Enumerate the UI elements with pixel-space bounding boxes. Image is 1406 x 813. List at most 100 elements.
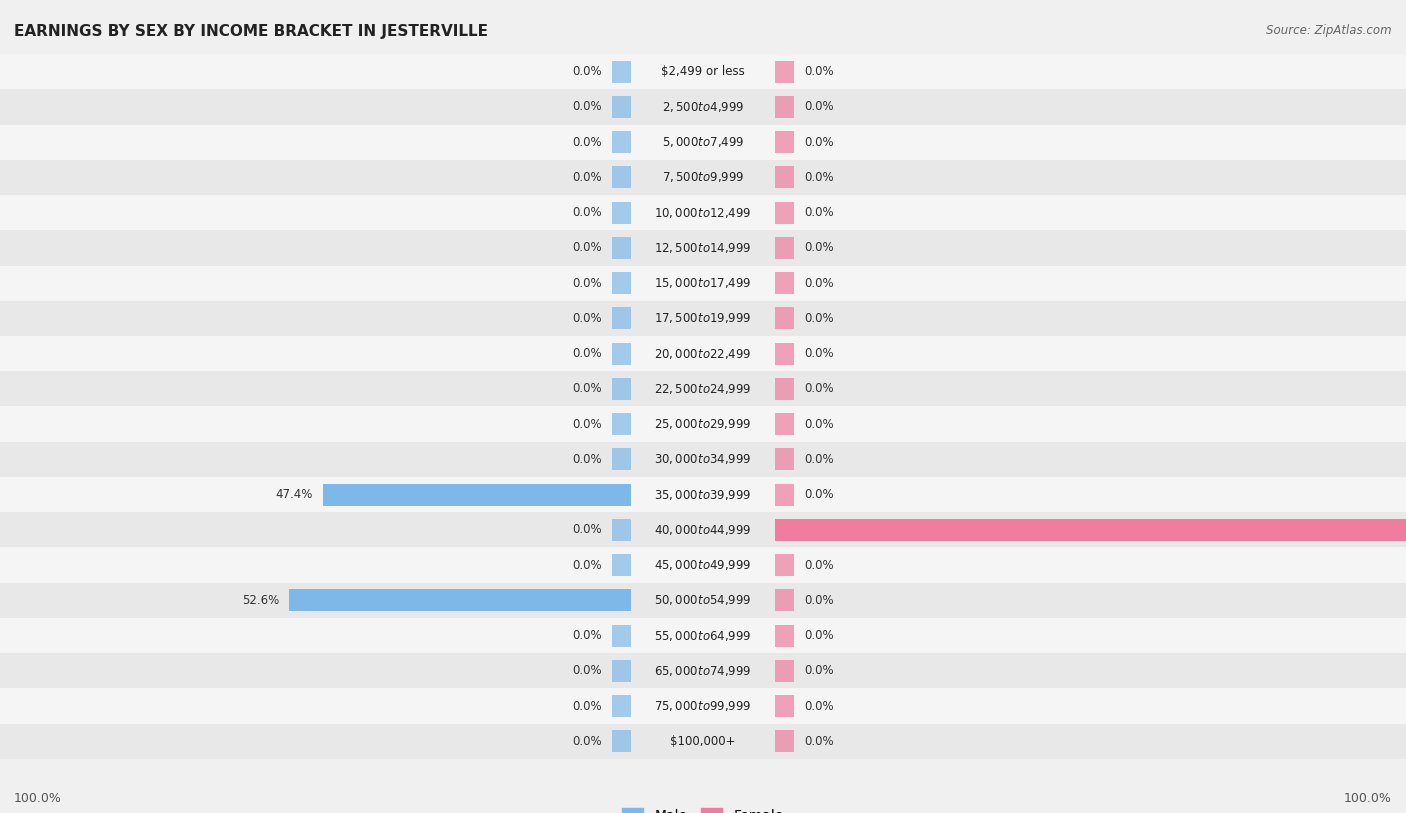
- Text: 100.0%: 100.0%: [1344, 792, 1392, 805]
- Text: $22,500 to $24,999: $22,500 to $24,999: [654, 382, 752, 396]
- Bar: [612, 61, 631, 83]
- Bar: [775, 378, 794, 400]
- Text: 0.0%: 0.0%: [804, 453, 834, 466]
- Bar: [0, 336, 1406, 372]
- Text: 0.0%: 0.0%: [804, 735, 834, 748]
- Text: $5,000 to $7,499: $5,000 to $7,499: [662, 135, 744, 149]
- Text: 0.0%: 0.0%: [804, 101, 834, 114]
- Text: 0.0%: 0.0%: [804, 418, 834, 431]
- Bar: [0, 547, 1406, 583]
- Bar: [775, 131, 794, 153]
- Bar: [0, 54, 1406, 89]
- Text: $12,500 to $14,999: $12,500 to $14,999: [654, 241, 752, 255]
- Text: 47.4%: 47.4%: [276, 488, 314, 501]
- Bar: [612, 695, 631, 717]
- Bar: [775, 237, 794, 259]
- Bar: [612, 131, 631, 153]
- Bar: [612, 730, 631, 752]
- Text: 0.0%: 0.0%: [572, 524, 602, 537]
- Text: $2,499 or less: $2,499 or less: [661, 65, 745, 78]
- Bar: [612, 449, 631, 470]
- Bar: [0, 406, 1406, 441]
- Bar: [0, 266, 1406, 301]
- Bar: [775, 589, 794, 611]
- Text: 0.0%: 0.0%: [572, 276, 602, 289]
- Text: 0.0%: 0.0%: [572, 312, 602, 325]
- Bar: [775, 167, 794, 189]
- Text: $100,000+: $100,000+: [671, 735, 735, 748]
- Bar: [612, 554, 631, 576]
- Text: 0.0%: 0.0%: [804, 241, 834, 254]
- Bar: [0, 441, 1406, 477]
- Bar: [0, 512, 1406, 547]
- Text: 0.0%: 0.0%: [572, 347, 602, 360]
- Text: $15,000 to $17,499: $15,000 to $17,499: [654, 276, 752, 290]
- Text: Source: ZipAtlas.com: Source: ZipAtlas.com: [1267, 24, 1392, 37]
- Bar: [775, 413, 794, 435]
- Text: $50,000 to $54,999: $50,000 to $54,999: [654, 593, 752, 607]
- Text: 0.0%: 0.0%: [572, 629, 602, 642]
- Text: $65,000 to $74,999: $65,000 to $74,999: [654, 664, 752, 678]
- Text: $45,000 to $49,999: $45,000 to $49,999: [654, 558, 752, 572]
- Text: 0.0%: 0.0%: [572, 559, 602, 572]
- Text: $10,000 to $12,499: $10,000 to $12,499: [654, 206, 752, 220]
- Bar: [775, 307, 794, 329]
- Bar: [775, 272, 794, 294]
- Text: $40,000 to $44,999: $40,000 to $44,999: [654, 523, 752, 537]
- Bar: [612, 413, 631, 435]
- Bar: [0, 160, 1406, 195]
- Text: 0.0%: 0.0%: [804, 136, 834, 149]
- Text: 0.0%: 0.0%: [804, 312, 834, 325]
- Text: 0.0%: 0.0%: [804, 171, 834, 184]
- Bar: [0, 618, 1406, 653]
- Bar: [0, 653, 1406, 689]
- Text: EARNINGS BY SEX BY INCOME BRACKET IN JESTERVILLE: EARNINGS BY SEX BY INCOME BRACKET IN JES…: [14, 24, 488, 39]
- Bar: [323, 484, 631, 506]
- Bar: [0, 477, 1406, 512]
- Text: 0.0%: 0.0%: [804, 382, 834, 395]
- Bar: [0, 689, 1406, 724]
- Text: 0.0%: 0.0%: [804, 699, 834, 712]
- Bar: [775, 449, 794, 470]
- Text: 0.0%: 0.0%: [804, 593, 834, 606]
- Bar: [612, 660, 631, 682]
- Text: 0.0%: 0.0%: [804, 347, 834, 360]
- Bar: [612, 237, 631, 259]
- Text: $25,000 to $29,999: $25,000 to $29,999: [654, 417, 752, 431]
- Bar: [0, 89, 1406, 124]
- Bar: [0, 124, 1406, 160]
- Text: 0.0%: 0.0%: [572, 735, 602, 748]
- Bar: [612, 378, 631, 400]
- Text: 0.0%: 0.0%: [572, 241, 602, 254]
- Bar: [775, 554, 794, 576]
- Text: 100.0%: 100.0%: [14, 792, 62, 805]
- Bar: [0, 372, 1406, 406]
- Bar: [0, 301, 1406, 336]
- Text: 0.0%: 0.0%: [804, 664, 834, 677]
- Text: 0.0%: 0.0%: [572, 664, 602, 677]
- Bar: [612, 272, 631, 294]
- Text: 0.0%: 0.0%: [572, 65, 602, 78]
- Text: 0.0%: 0.0%: [804, 559, 834, 572]
- Text: $7,500 to $9,999: $7,500 to $9,999: [662, 171, 744, 185]
- Text: 0.0%: 0.0%: [572, 171, 602, 184]
- Text: $55,000 to $64,999: $55,000 to $64,999: [654, 628, 752, 642]
- Bar: [612, 519, 631, 541]
- Bar: [775, 96, 794, 118]
- Bar: [775, 660, 794, 682]
- Text: 52.6%: 52.6%: [242, 593, 280, 606]
- Text: 0.0%: 0.0%: [572, 207, 602, 220]
- Bar: [0, 195, 1406, 230]
- Text: 0.0%: 0.0%: [572, 699, 602, 712]
- Bar: [775, 730, 794, 752]
- Bar: [612, 624, 631, 646]
- Bar: [612, 202, 631, 224]
- Bar: [775, 519, 1406, 541]
- Bar: [0, 583, 1406, 618]
- Bar: [290, 589, 631, 611]
- Text: 0.0%: 0.0%: [804, 629, 834, 642]
- Text: 0.0%: 0.0%: [572, 136, 602, 149]
- Bar: [775, 624, 794, 646]
- Text: 0.0%: 0.0%: [572, 382, 602, 395]
- Text: 0.0%: 0.0%: [804, 207, 834, 220]
